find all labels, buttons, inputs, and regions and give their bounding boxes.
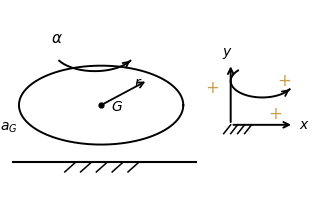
- Text: +: +: [277, 72, 291, 90]
- Text: $G$: $G$: [111, 100, 123, 114]
- Text: $\alpha$: $\alpha$: [51, 31, 63, 46]
- Text: $a_G$: $a_G$: [0, 120, 18, 135]
- Text: $x$: $x$: [299, 118, 309, 132]
- Text: $r$: $r$: [134, 76, 143, 90]
- Text: +: +: [205, 79, 219, 97]
- Text: +: +: [268, 105, 282, 123]
- Text: $y$: $y$: [222, 46, 233, 61]
